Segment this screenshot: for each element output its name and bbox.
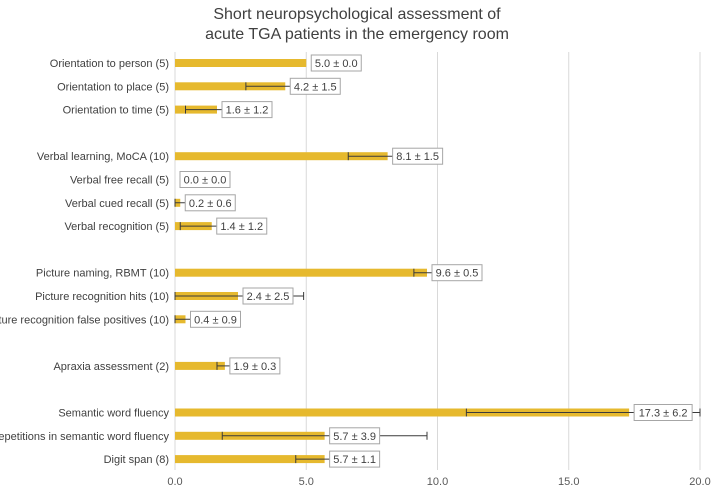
category-label: Orientation to time (5) [63,105,169,117]
category-label: Picture recognition hits (10) [35,291,169,303]
error-bar [221,431,428,440]
bars [175,59,630,464]
x-tick-label: 0.0 [167,476,182,488]
data-label: 1.6 ± 1.2 [221,101,273,119]
category-label: Semantic word fluency [58,408,169,420]
category-label: Orientation to person (5) [50,58,169,70]
category-label: Verbal free recall (5) [70,175,169,187]
data-label-text: 9.6 ± 0.5 [436,268,479,280]
category-label: Orientation to place (5) [57,81,169,93]
data-label-text: 0.0 ± 0.0 [184,175,227,187]
data-label-text: 1.6 ± 1.2 [226,105,269,117]
data-label: 0.0 ± 0.0 [179,171,231,188]
data-label-text: 4.2 ± 1.5 [294,81,337,93]
bar [175,59,307,67]
data-label-text: 5.0 ± 0.0 [315,58,358,70]
bar [175,82,286,91]
category-label: Picture recognition false positives (10) [0,314,169,326]
bar [175,152,388,161]
data-label-text: 5.7 ± 1.1 [333,454,376,466]
x-tick-label: 20.0 [689,476,710,488]
data-label-text: 2.4 ± 2.5 [247,291,290,303]
x-tick-label: 15.0 [558,476,579,488]
data-label-text: 1.9 ± 0.3 [234,361,277,373]
category-label: Digit span (8) [104,454,169,466]
data-label: 1.9 ± 0.3 [229,357,281,375]
bar [175,408,630,417]
data-label-text: 8.1 ± 1.5 [396,151,439,163]
chart-title-line-1: Short neuropsychological assessment of [213,6,501,23]
value-labels: 5.0 ± 0.0 4.2 ± 1.5 1.6 ± 1.2 8.1 ± 1.5 0.0 … [179,54,693,468]
data-label: 2.4 ± 2.5 [242,287,294,305]
data-label: 1.4 ± 1.2 [216,217,268,235]
bar [175,455,325,464]
data-label-text: 0.4 ± 0.9 [194,314,237,326]
data-label: 0.2 ± 0.6 [184,194,236,212]
data-label-text: 1.4 ± 1.2 [220,221,263,233]
data-label: 9.6 ± 0.5 [431,264,483,282]
data-label: 8.1 ± 1.5 [392,147,444,165]
category-label: Apraxia assessment (2) [53,361,169,373]
category-label: Repetitions in semantic word fluency [0,431,169,443]
category-label: Verbal learning, MoCA (10) [37,151,169,163]
gridlines [174,52,701,470]
bar [175,361,225,370]
category-label: Verbal cued recall (5) [65,198,169,210]
bar [175,268,427,277]
data-label: 0.4 ± 0.9 [190,310,241,328]
data-label: 5.0 ± 0.0 [310,54,362,72]
data-label: 4.2 ± 1.5 [289,77,341,95]
data-label: 17.3 ± 6.2 [633,404,693,421]
data-label-text: 0.2 ± 0.6 [189,198,232,210]
data-label-text: 17.3 ± 6.2 [639,408,688,420]
x-tick-label: 10.0 [427,476,448,488]
data-label-text: 5.7 ± 3.9 [333,431,376,443]
chart-title-line-2: acute TGA patients in the emergency room [205,26,509,43]
category-label: Verbal recognition (5) [64,221,169,233]
category-labels: Orientation to person (5) Orientation to … [0,58,169,466]
x-axis-tick-labels: 0.0 5.0 10.0 15.0 20.0 [167,476,710,488]
data-label: 5.7 ± 1.1 [329,450,381,468]
category-label: Picture naming, RBMT (10) [36,268,169,280]
data-label: 5.7 ± 3.9 [329,427,381,445]
x-tick-label: 5.0 [299,476,314,488]
